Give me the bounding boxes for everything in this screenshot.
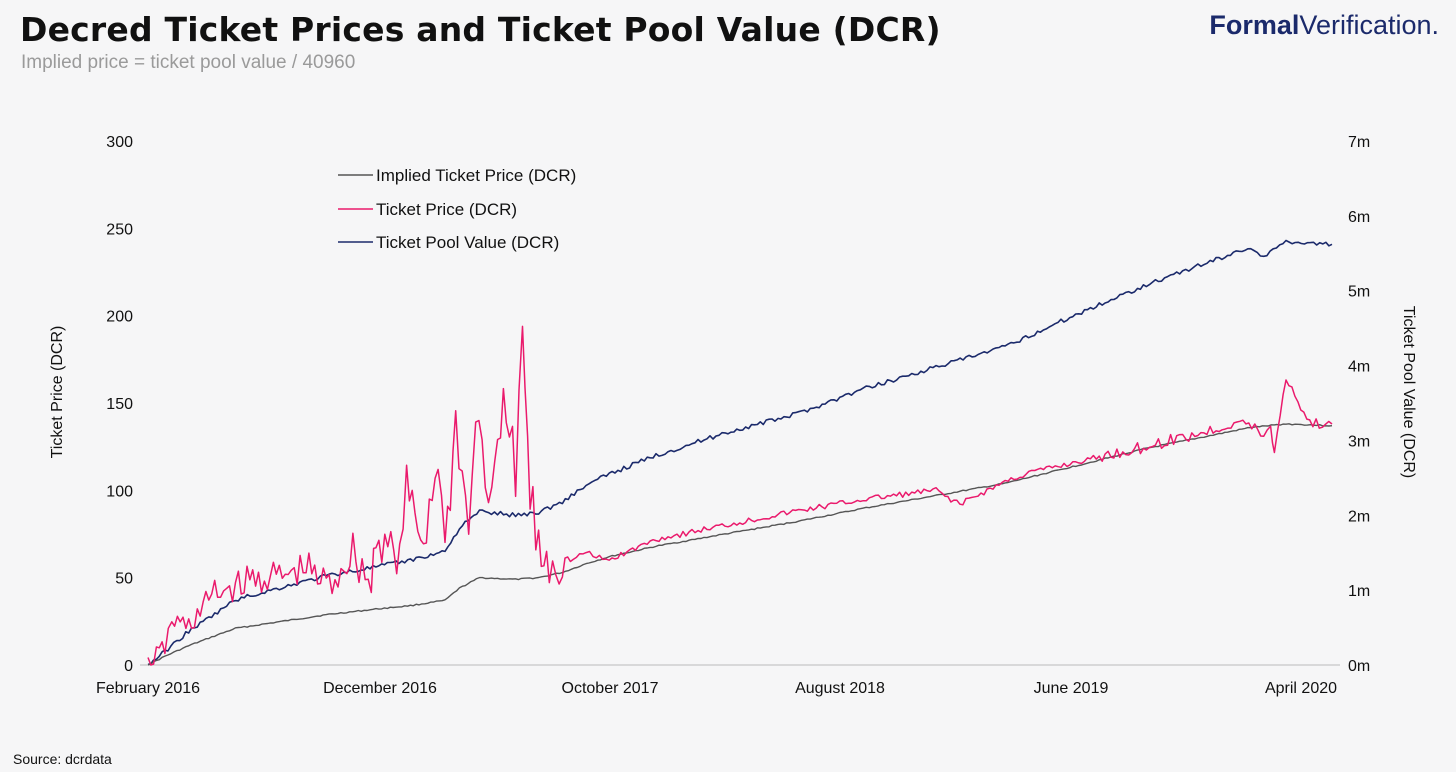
legend-label: Ticket Pool Value (DCR) (376, 233, 559, 252)
y-left-tick-label: 300 (106, 134, 133, 151)
axes-group: 0 50 100 150 200 250 300 0m 1m 2m 3m 4m 5m 6m 7m Februa… (49, 134, 1417, 697)
y-left-tick-label: 50 (115, 571, 133, 588)
x-tick-label: February 2016 (96, 680, 200, 697)
y-right-axis-title: Ticket Pool Value (DCR) (1400, 306, 1417, 479)
legend-label: Implied Ticket Price (DCR) (376, 166, 576, 185)
y-left-tick-label: 100 (106, 483, 133, 500)
x-tick-label: August 2018 (795, 680, 885, 697)
legend-label: Ticket Price (DCR) (376, 200, 517, 219)
logo-light-text: Verification. (1299, 10, 1439, 40)
y-left-axis-title: Ticket Price (DCR) (49, 326, 66, 459)
y-right-tick-label: 5m (1348, 284, 1370, 301)
y-left-tick-label: 250 (106, 221, 133, 238)
logo-bold-text: Formal (1209, 10, 1300, 40)
x-tick-label: April 2020 (1265, 680, 1337, 697)
chart-subtitle: Implied price = ticket pool value / 4096… (21, 52, 356, 73)
y-left-tick-label: 150 (106, 396, 133, 413)
chart-title: Decred Ticket Prices and Ticket Pool Val… (20, 10, 941, 49)
x-tick-label: December 2016 (323, 680, 437, 697)
y-left-tick-label: 200 (106, 309, 133, 326)
y-right-tick-label: 0m (1348, 658, 1370, 675)
x-tick-label: June 2019 (1034, 680, 1109, 697)
y-right-tick-label: 6m (1348, 209, 1370, 226)
brand-logo: FormalVerification. (1209, 10, 1439, 41)
series-lines (147, 239, 1333, 666)
x-tick-label: October 2017 (562, 680, 659, 697)
y-right-tick-label: 1m (1348, 583, 1370, 600)
y-right-tick-label: 7m (1348, 134, 1370, 151)
y-right-tick-label: 2m (1348, 508, 1370, 525)
source-note: Source: dcrdata (13, 751, 112, 767)
series-line-2 (147, 239, 1333, 666)
y-right-tick-label: 4m (1348, 359, 1370, 376)
series-line-1 (147, 325, 1333, 666)
legend: Implied Ticket Price (DCR) Ticket Price (… (338, 166, 576, 252)
y-left-tick-label: 0 (124, 658, 133, 675)
series-line-0 (147, 423, 1333, 666)
y-right-tick-label: 3m (1348, 433, 1370, 450)
